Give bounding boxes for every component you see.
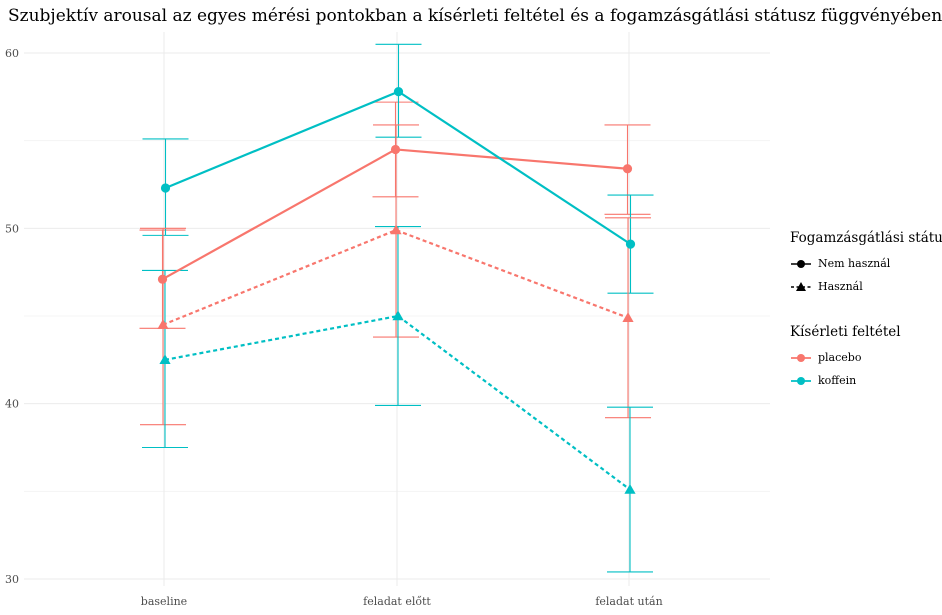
data-point-koffein-circle [160, 183, 171, 193]
legend-status-title: Fogamzásgátlási státusz [790, 230, 942, 246]
data-point-koffein-circle [625, 239, 636, 249]
legend-condition-title: Kísérleti feltétel [790, 324, 901, 340]
legend-status-label: Nem használ [818, 257, 891, 270]
data-point-koffein-triangle [159, 354, 171, 365]
data-point-placebo-circle [157, 274, 168, 284]
legend-status-label: Használ [818, 280, 863, 293]
data-point-koffein-circle [393, 87, 404, 97]
x-tick-label: feladat után [595, 595, 662, 608]
x-tick-label: feladat előtt [363, 595, 431, 608]
series-line-placebo-triangle [162, 229, 629, 326]
legend-condition-label: placebo [818, 351, 862, 364]
legend-status: Fogamzásgátlási státusz Nem használ Hasz… [790, 230, 942, 298]
legend-condition-label: koffein [818, 374, 857, 387]
legend-condition: Kísérleti feltétel placebo koffein [790, 324, 901, 392]
data-point-placebo-triangle [390, 224, 402, 235]
legend-status-item-hasznal: Használ [790, 275, 942, 298]
legend-placebo-swatch-icon [791, 353, 811, 362]
legend-triangle-dashed-icon [791, 281, 811, 291]
data-point-koffein-triangle [392, 310, 404, 321]
legend-status-item-nem-hasznal: Nem használ [790, 252, 942, 275]
legend-koffein-swatch-icon [791, 376, 811, 385]
y-tick-label: 40 [5, 398, 19, 411]
y-tick-label: 30 [5, 573, 19, 586]
legend-circle-solid-icon [791, 259, 811, 268]
line-chart: 30 40 50 60 baseline feladat előtt feladat utá… [5, 32, 770, 608]
data-point-placebo-circle [390, 144, 401, 155]
data-point-placebo-circle [622, 164, 633, 174]
series-line-koffein-triangle [164, 314, 631, 491]
data-point-koffein-triangle [624, 483, 636, 494]
data-point-placebo-triangle [157, 319, 169, 329]
x-tick-label: baseline [141, 595, 187, 608]
y-tick-label: 60 [5, 47, 19, 60]
legend-condition-item-koffein: koffein [790, 369, 901, 392]
data-point-placebo-triangle [622, 312, 634, 322]
legend-condition-item-placebo: placebo [790, 346, 901, 369]
chart-title: Szubjektív arousal az egyes mérési ponto… [8, 6, 942, 26]
y-tick-label: 50 [5, 222, 19, 235]
